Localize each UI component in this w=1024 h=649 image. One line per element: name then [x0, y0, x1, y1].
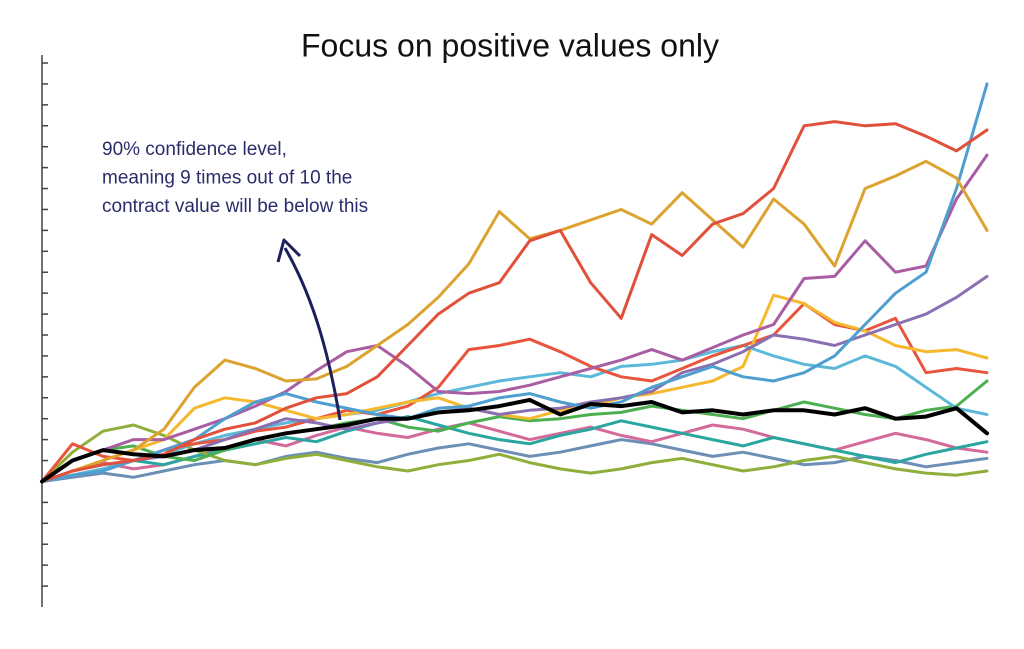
plot-area	[40, 55, 989, 607]
series-line	[40, 159, 989, 483]
arrow-head	[276, 238, 302, 263]
series-line	[40, 397, 989, 484]
series-line	[40, 293, 989, 483]
chart-title: Focus on positive values only	[301, 27, 719, 63]
annotation-arrow	[283, 247, 342, 421]
series-line	[40, 153, 989, 483]
series-line	[40, 302, 989, 483]
annotation-text: meaning 9 times out of 10 the	[102, 168, 352, 189]
series-line	[40, 379, 989, 483]
series-line	[40, 82, 989, 483]
annotation: 90% confidence level, meaning 9 times out…	[102, 139, 368, 421]
series-line	[40, 415, 989, 483]
annotation-text: 90% confidence level,	[102, 139, 287, 160]
annotation-text: contract value will be below this	[102, 196, 368, 217]
series-line	[40, 423, 989, 483]
series-line	[40, 438, 989, 483]
series-line	[40, 120, 989, 483]
